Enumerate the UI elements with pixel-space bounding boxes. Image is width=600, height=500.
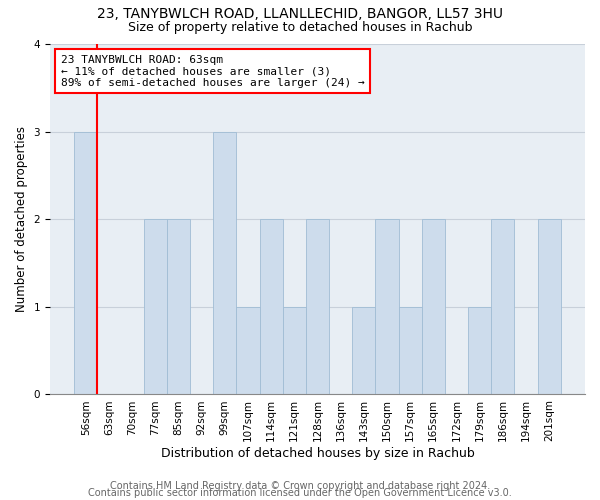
Bar xyxy=(398,307,422,394)
Bar xyxy=(306,219,329,394)
Bar xyxy=(491,219,514,394)
Bar xyxy=(422,219,445,394)
Text: Size of property relative to detached houses in Rachub: Size of property relative to detached ho… xyxy=(128,21,472,34)
Text: Contains HM Land Registry data © Crown copyright and database right 2024.: Contains HM Land Registry data © Crown c… xyxy=(110,481,490,491)
Bar xyxy=(352,307,376,394)
Y-axis label: Number of detached properties: Number of detached properties xyxy=(15,126,28,312)
Bar xyxy=(74,132,97,394)
Bar xyxy=(376,219,398,394)
Text: Contains public sector information licensed under the Open Government Licence v3: Contains public sector information licen… xyxy=(88,488,512,498)
Bar xyxy=(144,219,167,394)
Text: 23, TANYBWLCH ROAD, LLANLLECHID, BANGOR, LL57 3HU: 23, TANYBWLCH ROAD, LLANLLECHID, BANGOR,… xyxy=(97,8,503,22)
X-axis label: Distribution of detached houses by size in Rachub: Distribution of detached houses by size … xyxy=(161,447,475,460)
Bar xyxy=(213,132,236,394)
Bar xyxy=(236,307,260,394)
Bar xyxy=(260,219,283,394)
Bar xyxy=(538,219,560,394)
Bar xyxy=(167,219,190,394)
Text: 23 TANYBWLCH ROAD: 63sqm
← 11% of detached houses are smaller (3)
89% of semi-de: 23 TANYBWLCH ROAD: 63sqm ← 11% of detach… xyxy=(61,54,364,88)
Bar xyxy=(283,307,306,394)
Bar xyxy=(468,307,491,394)
